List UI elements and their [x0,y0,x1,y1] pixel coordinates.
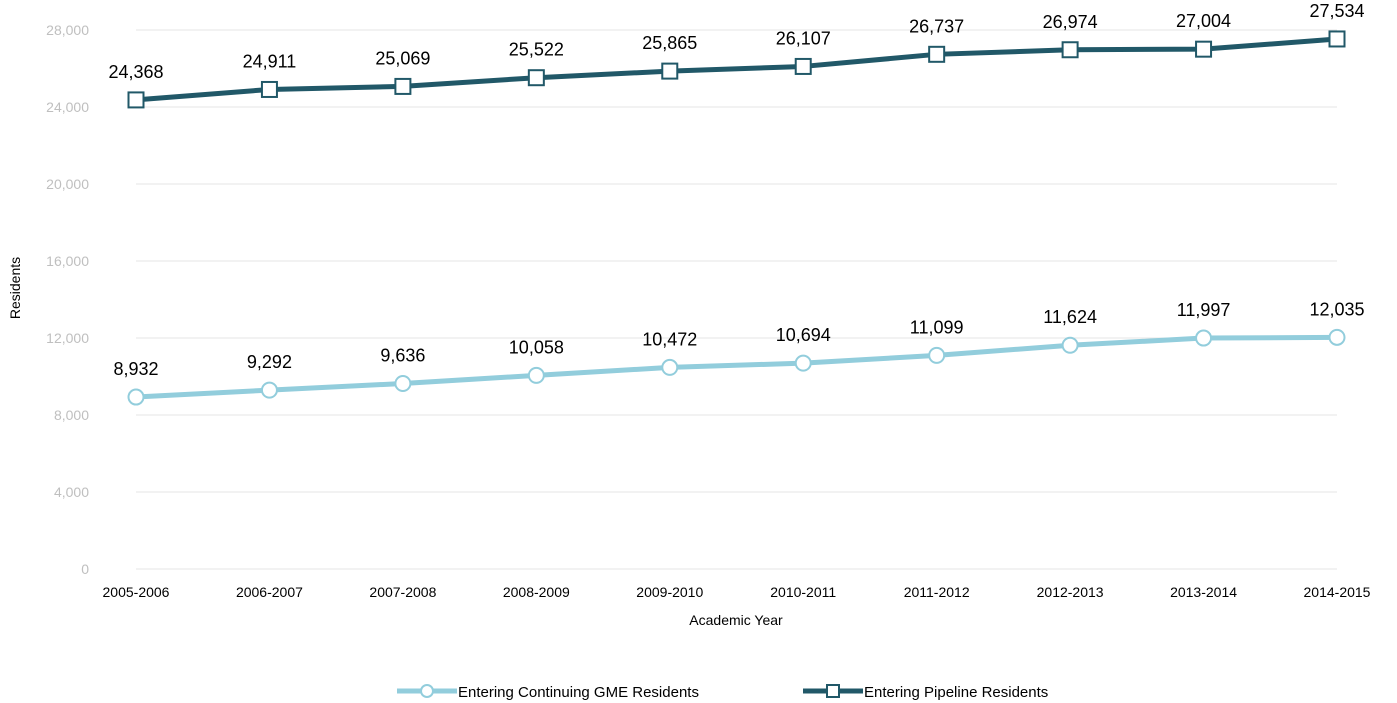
y-tick-label: 24,000 [46,99,89,115]
y-tick-label: 4,000 [54,484,89,500]
data-labels: 8,932 9,292 9,636 10,058 10,472 10,694 11,099 1… [108,1,1364,379]
x-tick-label: 2010-2011 [770,584,836,600]
data-label-pipeline: 26,107 [776,28,831,48]
x-tick-label: 2007-2008 [369,584,436,600]
data-point-continuing-gme [394,375,412,393]
y-tick-label: 8,000 [54,407,89,423]
data-point-pipeline [1195,40,1213,58]
data-point-pipeline [794,57,812,75]
x-axis-title: Academic Year [689,612,783,628]
data-point-continuing-gme [260,381,278,399]
legend-marker-square [826,684,840,698]
data-point-continuing-gme [127,388,145,406]
data-label-continuing-gme: 9,636 [380,346,425,366]
data-label-pipeline: 25,522 [509,40,564,60]
data-point-continuing-gme [1195,329,1213,347]
data-label-pipeline: 25,865 [642,33,697,53]
x-tick-label: 2005-2006 [103,584,170,600]
data-label-pipeline: 27,004 [1176,11,1231,31]
data-point-continuing-gme [661,358,679,376]
data-label-pipeline: 24,368 [108,62,163,82]
data-label-pipeline: 26,974 [1043,12,1098,32]
legend-item-pipeline: Entering Pipeline Residents [803,684,1048,701]
data-label-pipeline: 25,069 [375,48,430,68]
data-point-continuing-gme [1061,336,1079,354]
legend: Entering Continuing GME Residents Enteri… [397,684,1048,701]
legend-label-pipeline: Entering Pipeline Residents [864,684,1048,701]
data-point-pipeline [1061,41,1079,59]
data-label-continuing-gme: 12,035 [1309,299,1364,319]
data-label-continuing-gme: 10,472 [642,329,697,349]
data-label-pipeline: 24,911 [243,51,297,71]
x-tick-label: 2006-2007 [236,584,303,600]
data-point-continuing-gme [928,346,946,364]
data-point-pipeline [1328,30,1346,48]
legend-label-continuing-gme: Entering Continuing GME Residents [458,684,699,701]
data-label-continuing-gme: 8,932 [113,359,158,379]
x-tick-label: 2008-2009 [503,584,570,600]
data-label-continuing-gme: 11,997 [1177,300,1231,320]
x-tick-label: 2011-2012 [904,584,970,600]
data-point-pipeline [527,69,545,87]
data-label-continuing-gme: 11,099 [910,317,964,337]
legend-marker-circle [420,684,434,698]
x-axis-ticks: 2005-2006 2006-2007 2007-2008 2008-2009 2009… [103,584,1371,600]
data-point-pipeline [127,91,145,109]
x-tick-label: 2013-2014 [1170,584,1237,600]
data-point-pipeline [661,62,679,80]
series-line-continuing-gme [135,334,1338,400]
data-label-continuing-gme: 9,292 [247,352,292,372]
data-label-continuing-gme: 10,694 [776,325,831,345]
series-group [127,30,1346,406]
x-tick-label: 2009-2010 [636,584,703,600]
data-label-continuing-gme: 10,058 [509,337,564,357]
y-tick-label: 12,000 [46,330,89,346]
data-point-continuing-gme [794,354,812,372]
x-tick-label: 2014-2015 [1304,584,1371,600]
data-point-continuing-gme [1328,328,1346,346]
data-label-continuing-gme: 11,624 [1043,307,1097,327]
data-point-pipeline [260,80,278,98]
y-tick-label: 20,000 [46,176,89,192]
x-tick-label: 2012-2013 [1037,584,1104,600]
y-axis-ticks: 0 4,000 8,000 12,000 16,000 20,000 24,000 28,00… [46,22,89,577]
series-line-pipeline [135,36,1338,103]
data-label-pipeline: 26,737 [909,16,964,36]
data-point-pipeline [928,45,946,63]
y-tick-label: 28,000 [46,22,89,38]
gridlines [136,29,1337,570]
y-tick-label: 16,000 [46,253,89,269]
y-tick-label: 0 [81,561,89,577]
data-point-pipeline [394,77,412,95]
data-label-pipeline: 27,534 [1309,1,1364,21]
data-point-continuing-gme [527,366,545,384]
legend-item-continuing-gme: Entering Continuing GME Residents [397,684,699,701]
y-axis-title: Residents [7,257,23,319]
